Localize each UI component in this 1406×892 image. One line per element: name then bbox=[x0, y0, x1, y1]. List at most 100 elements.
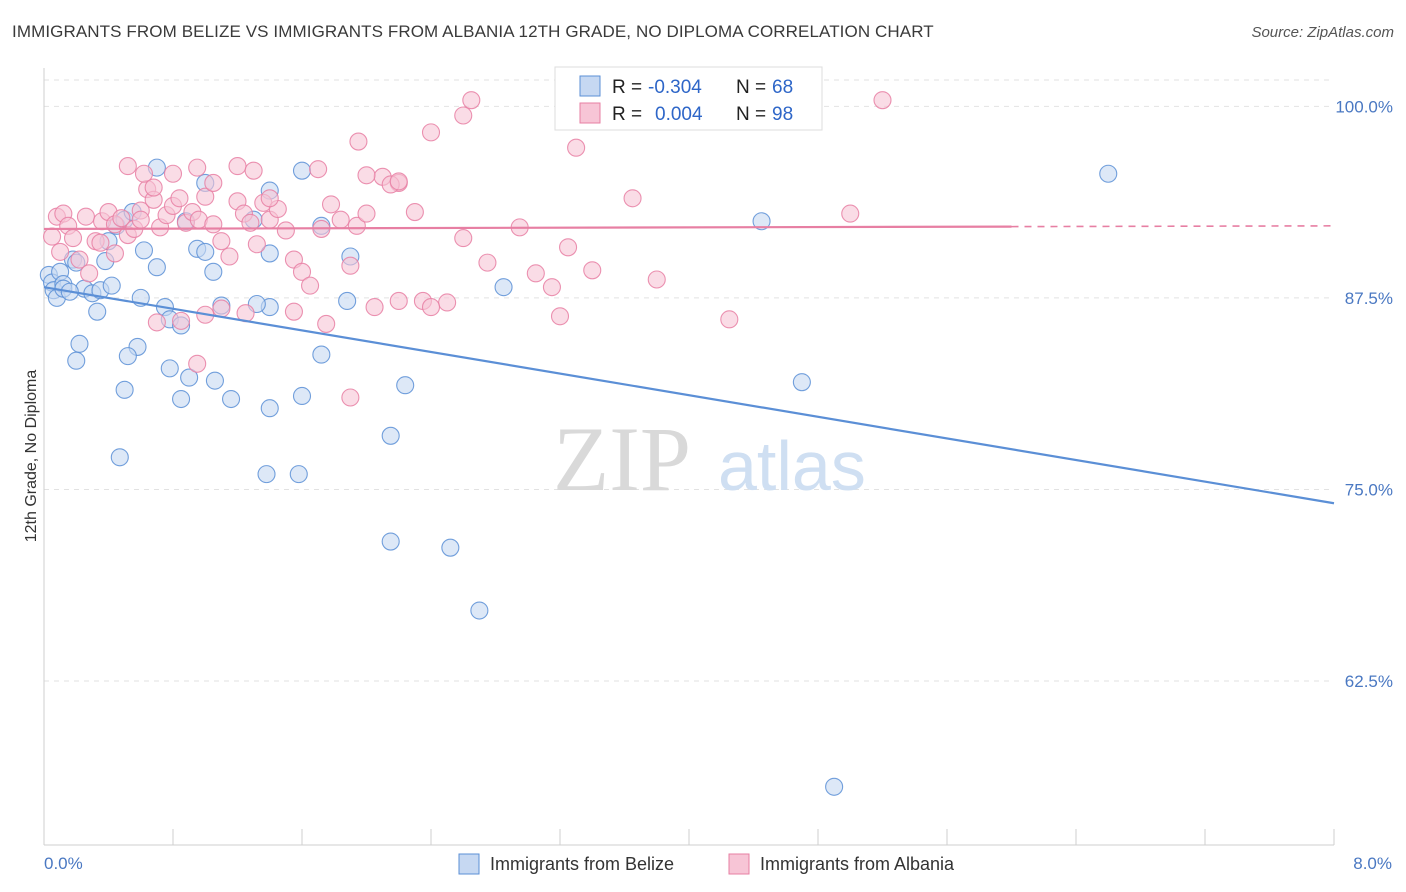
legend-bottom-swatch-albania bbox=[728, 853, 750, 875]
albania-point bbox=[276, 221, 295, 240]
belize-point bbox=[257, 465, 276, 484]
albania-point bbox=[349, 132, 368, 151]
belize-point bbox=[260, 399, 279, 418]
belize-trend-line bbox=[43, 286, 1335, 505]
albania-point bbox=[720, 310, 739, 329]
albania-point bbox=[91, 233, 110, 252]
y-tick-label: 100.0% bbox=[1335, 97, 1393, 116]
belize-point bbox=[110, 448, 129, 467]
albania-point bbox=[292, 262, 312, 281]
belize-point bbox=[160, 359, 179, 378]
watermark-zip: ZIP bbox=[553, 408, 691, 510]
legend-n-value-belize: 68 bbox=[772, 77, 793, 98]
albania-point bbox=[421, 123, 441, 142]
albania-point bbox=[131, 210, 150, 229]
albania-point bbox=[188, 354, 207, 373]
belize-point bbox=[312, 345, 331, 364]
legend-top: R = -0.304 N = 68 R = 0.004 N = 98 bbox=[554, 66, 823, 131]
albania-point bbox=[228, 157, 247, 176]
albania-point bbox=[51, 242, 70, 261]
belize-point bbox=[67, 351, 86, 370]
albania-point bbox=[63, 229, 83, 248]
albania-trend-line bbox=[43, 225, 1012, 231]
albania-point bbox=[542, 278, 561, 297]
belize-point bbox=[292, 161, 312, 180]
belize-point bbox=[134, 241, 154, 260]
belize-point bbox=[196, 242, 215, 261]
albania-point bbox=[247, 235, 266, 254]
albania-point bbox=[623, 189, 642, 208]
albania-point bbox=[647, 270, 666, 289]
belize-point bbox=[470, 601, 489, 620]
albania-point bbox=[196, 187, 215, 206]
albania-point bbox=[170, 189, 189, 208]
albania-point bbox=[212, 232, 231, 251]
albania-point bbox=[147, 313, 166, 332]
albania-point bbox=[559, 238, 578, 257]
albania-point bbox=[204, 215, 223, 234]
albania-point bbox=[301, 276, 320, 295]
belize-point bbox=[180, 368, 199, 387]
legend-r-value-belize: -0.304 bbox=[648, 77, 702, 98]
legend-swatch-belize bbox=[579, 75, 601, 97]
legend-bottom-label-belize: Immigrants from Belize bbox=[490, 854, 674, 874]
legend-r-label-belize: R = bbox=[612, 77, 642, 98]
watermark-atlas: atlas bbox=[718, 427, 866, 505]
albania-point bbox=[405, 203, 424, 222]
belize-point bbox=[292, 386, 312, 406]
y-tick-labels: 62.5% 75.0% 87.5% 100.0% bbox=[1335, 97, 1393, 691]
albania-point bbox=[357, 204, 376, 223]
y-tick-label: 87.5% bbox=[1345, 289, 1393, 308]
x-ticks bbox=[43, 829, 1335, 845]
albania-point bbox=[389, 291, 408, 310]
albania-point bbox=[80, 264, 99, 283]
legend-n-label-albania: N = bbox=[736, 104, 766, 125]
albania-point bbox=[70, 250, 89, 269]
albania-point bbox=[321, 195, 341, 214]
albania-point bbox=[118, 157, 137, 176]
chart-title: IMMIGRANTS FROM BELIZE VS IMMIGRANTS FRO… bbox=[12, 22, 934, 41]
belize-point bbox=[70, 334, 89, 353]
belize-point bbox=[118, 347, 137, 366]
albania-point bbox=[478, 253, 497, 272]
x-tick-label-start: 0.0% bbox=[44, 854, 83, 873]
legend-bottom: Immigrants from Belize Immigrants from A… bbox=[458, 853, 955, 875]
albania-point bbox=[220, 247, 239, 266]
albania-point bbox=[112, 209, 131, 228]
albania-point bbox=[43, 227, 62, 246]
belize-point bbox=[825, 777, 844, 796]
belize-point bbox=[792, 373, 811, 392]
albania-point bbox=[389, 172, 408, 191]
albania-point bbox=[341, 256, 360, 275]
albania-point bbox=[454, 106, 473, 125]
albania-point bbox=[841, 204, 860, 223]
belize-point bbox=[147, 258, 166, 277]
albania-point bbox=[309, 160, 328, 179]
albania-point bbox=[421, 298, 441, 317]
y-tick-label: 62.5% bbox=[1345, 672, 1393, 691]
belize-point bbox=[338, 291, 357, 310]
albania-point bbox=[365, 298, 384, 317]
albania-point bbox=[567, 138, 586, 157]
albania-point bbox=[241, 213, 260, 232]
albania-point bbox=[204, 173, 223, 192]
belize-point bbox=[396, 376, 415, 395]
albania-point bbox=[76, 207, 95, 226]
belize-point bbox=[494, 278, 513, 297]
legend-n-label-belize: N = bbox=[736, 77, 766, 98]
belize-point bbox=[381, 532, 400, 551]
belize-point bbox=[205, 371, 224, 390]
albania-point bbox=[873, 91, 892, 110]
chart-source: Source: ZipAtlas.com bbox=[1251, 24, 1394, 41]
belize-point bbox=[1099, 164, 1118, 183]
albania-point bbox=[526, 264, 545, 283]
albania-point bbox=[144, 178, 163, 197]
belize-point bbox=[222, 389, 241, 409]
albania-point bbox=[438, 293, 457, 312]
albania-points bbox=[43, 91, 892, 407]
belize-point bbox=[88, 302, 107, 321]
albania-point bbox=[583, 261, 602, 280]
albania-point bbox=[134, 164, 154, 183]
legend-r-label-albania: R = bbox=[612, 104, 642, 125]
albania-point bbox=[260, 189, 279, 208]
